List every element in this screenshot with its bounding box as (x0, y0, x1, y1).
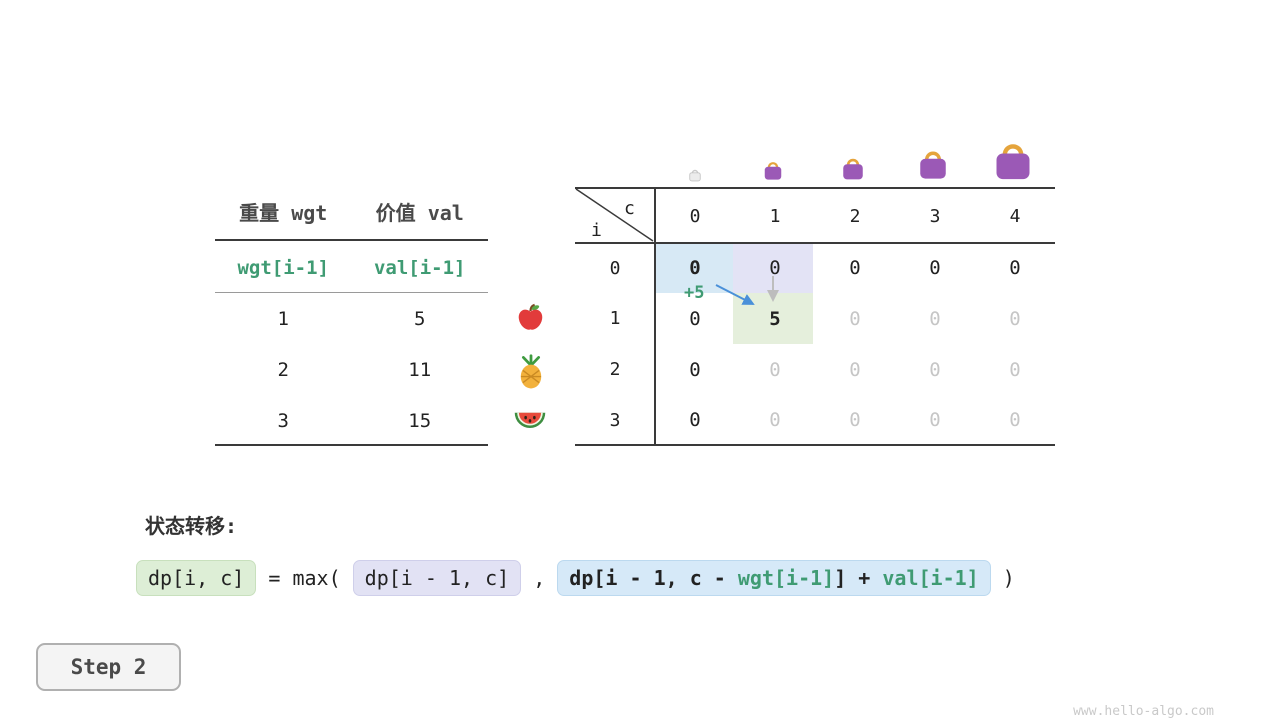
dp-cell-2-3: 0 (929, 358, 941, 381)
take-val-term: val[i-1] (882, 566, 979, 590)
value-column-header: 价值 val (375, 200, 464, 225)
dp-cell-1-4: 0 (1009, 307, 1021, 330)
bag-capacity-4-icon (991, 136, 1035, 186)
dp-cell-3-4: 0 (1009, 409, 1021, 431)
formula-close-paren: ) (990, 566, 1015, 590)
items-table-formula-row: wgt[i-1] val[i-1] (215, 254, 488, 282)
item-row-1: 1 5 (215, 305, 488, 333)
dp-cell-1-3: 0 (929, 307, 941, 330)
formula-chip-skip: dp[i - 1, c] (352, 560, 522, 596)
dp-cell-1-0: 0 (689, 307, 701, 330)
dp-col-headers: 0 1 2 3 4 (655, 190, 1055, 243)
wgt-formula-label: wgt[i-1] (237, 257, 329, 279)
dp-cell-0-3: 0 (929, 257, 941, 279)
item-2-value: 11 (408, 359, 432, 381)
dp-cell-2-1: 0 (769, 358, 781, 381)
state-transition-label: 状态转移: (145, 514, 238, 538)
items-table-bottom-rule (215, 444, 488, 446)
dp-cell-1-1: 5 (769, 307, 781, 330)
take-mid: ] + (834, 566, 883, 590)
items-table-header: 重量 wgt 价值 val (215, 197, 488, 225)
take-prefix: dp[i - 1, c - (569, 566, 738, 590)
watermark: www.hello-algo.com (1073, 704, 1214, 719)
dp-table-vertical-rule (654, 187, 656, 446)
step-indicator: Step 2 (36, 643, 181, 691)
item-2-weight: 2 (277, 359, 289, 381)
row-header-1: 1 (609, 308, 621, 329)
item-row-2: 2 11 (215, 356, 488, 384)
take-wgt-term: wgt[i-1] (737, 566, 835, 590)
apple-icon (515, 302, 546, 337)
formula-comma: , (521, 566, 558, 590)
dp-cell-3-1: 0 (769, 409, 781, 431)
corner-diagonal-line (575, 188, 654, 242)
dp-table-bottom-rule (575, 444, 1055, 446)
col-header-0: 0 (689, 206, 701, 227)
col-header-4: 4 (1009, 206, 1021, 227)
watermelon-icon (512, 404, 548, 440)
col-header-2: 2 (849, 206, 861, 227)
row-header-3: 3 (609, 409, 621, 431)
dp-cell-0-4: 0 (1009, 257, 1021, 279)
col-header-3: 3 (929, 206, 941, 227)
item-row-3: 3 15 (215, 407, 488, 435)
dp-row-headers: 0 1 2 3 (575, 243, 655, 445)
dp-cell-0-1: 0 (769, 257, 781, 279)
bag-capacity-2-icon (840, 154, 866, 185)
dp-cell-0-2: 0 (849, 257, 861, 279)
formula-eq-max: = max( (256, 566, 353, 590)
corner-col-label: c (624, 198, 635, 219)
dp-cell-3-2: 0 (849, 409, 861, 431)
val-formula-label: val[i-1] (373, 257, 466, 279)
bag-capacity-0-icon (688, 167, 702, 186)
bag-capacity-3-icon (916, 145, 950, 185)
dp-table-top-rule (575, 187, 1055, 189)
dp-cell-3-3: 0 (929, 409, 941, 431)
weight-column-header: 重量 wgt (239, 200, 328, 225)
dp-table-header-rule (575, 242, 1055, 244)
item-1-value: 5 (414, 308, 426, 330)
items-table-mid-rule (215, 292, 488, 293)
col-header-1: 1 (769, 206, 781, 227)
items-table-top-rule (215, 239, 488, 241)
formula-chip-take: dp[i - 1, c - wgt[i-1]] + val[i-1] (557, 560, 991, 596)
formula-chip-current: dp[i, c] (136, 560, 257, 596)
pineapple-icon (514, 353, 548, 393)
state-transition-formula: dp[i, c] = max( dp[i - 1, c] , dp[i - 1,… (136, 560, 1015, 596)
dp-cell-3-0: 0 (689, 409, 701, 431)
corner-row-label: i (591, 220, 602, 241)
dp-cell-2-4: 0 (1009, 358, 1021, 381)
dp-cell-1-2: 0 (849, 307, 861, 330)
dp-cell-0-0: 0 (689, 257, 701, 279)
dp-cell-2-2: 0 (849, 358, 861, 381)
item-3-value: 15 (408, 410, 432, 432)
row-header-2: 2 (609, 359, 621, 380)
item-3-weight: 3 (277, 410, 289, 432)
plus-value-annotation: +5 (684, 283, 705, 303)
dp-cell-2-0: 0 (689, 358, 701, 381)
row-header-0: 0 (609, 257, 621, 279)
bag-capacity-1-icon (762, 158, 784, 185)
item-1-weight: 1 (277, 308, 289, 330)
dp-cells: 0 0 0 0 0 0 5 0 0 0 0 0 0 0 0 0 0 0 0 0 (655, 243, 1055, 445)
